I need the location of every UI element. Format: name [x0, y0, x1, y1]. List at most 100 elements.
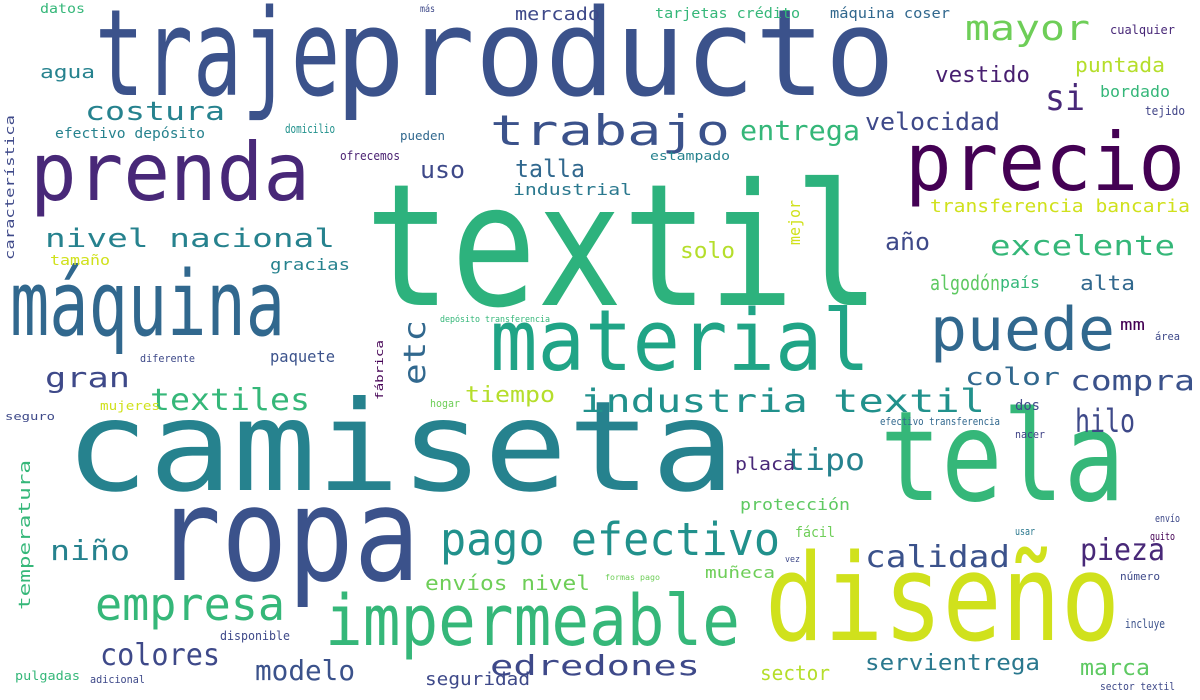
- word: mujeres: [100, 399, 160, 413]
- word: máquina coser: [830, 6, 950, 22]
- word: hogar: [430, 397, 460, 410]
- word: datos: [40, 2, 85, 17]
- word: impermeable: [325, 580, 740, 662]
- word: costura: [85, 97, 225, 127]
- word: estampado: [650, 149, 730, 163]
- word: vez: [785, 555, 800, 565]
- word: bordado: [1100, 82, 1170, 101]
- word: producto: [335, 0, 895, 124]
- word: envíos nivel: [425, 571, 590, 595]
- word: efectivo transferencia: [880, 415, 1000, 428]
- word: excelente: [990, 229, 1175, 262]
- word: paquete: [270, 347, 335, 366]
- word: tarjetas crédito: [655, 6, 800, 22]
- word: característica: [3, 115, 17, 260]
- word: vestido: [935, 63, 1030, 88]
- word: muñeca: [705, 563, 775, 582]
- word: incluye: [1125, 617, 1165, 631]
- word: industria textil: [580, 382, 985, 420]
- word: compra: [1070, 364, 1195, 397]
- word: usar: [1015, 525, 1035, 538]
- word: servientrega: [865, 651, 1040, 676]
- word: textil: [365, 148, 880, 346]
- word: talla: [515, 155, 585, 183]
- word: tipo: [785, 443, 865, 478]
- word: puntada: [1075, 53, 1165, 77]
- word: año: [885, 228, 930, 256]
- word: puede: [930, 295, 1115, 365]
- word: cualquier: [1110, 23, 1175, 37]
- word: seguro: [5, 410, 55, 423]
- word: sector textil: [1100, 680, 1175, 693]
- word: diseño: [765, 530, 1120, 669]
- word: pueden: [400, 129, 445, 143]
- word: mejor: [785, 200, 804, 245]
- word: pieza: [1080, 533, 1165, 568]
- word: depósito transferencia: [440, 314, 550, 325]
- word: pago efectivo: [440, 513, 780, 566]
- word: envío: [1155, 512, 1180, 525]
- word: textiles: [150, 383, 310, 418]
- word: quito: [1150, 530, 1175, 543]
- word: camiseta: [65, 375, 735, 520]
- word: empresa: [95, 578, 285, 631]
- word: modelo: [255, 654, 355, 687]
- word: máquina: [10, 252, 285, 357]
- word: precio: [905, 116, 1185, 209]
- word: gran: [45, 361, 130, 394]
- word: formas pago: [605, 573, 660, 582]
- word: color: [965, 363, 1060, 391]
- word: agua: [40, 62, 95, 83]
- word: transferencia bancaria: [930, 196, 1190, 217]
- word: ropa: [155, 459, 420, 611]
- word: algodón: [930, 271, 1000, 295]
- word: gracias: [270, 255, 350, 274]
- word: disponible: [220, 629, 290, 643]
- word: nivel nacional: [45, 224, 335, 254]
- word: protección: [740, 495, 850, 514]
- word: seguridad: [425, 669, 530, 690]
- word: sector: [760, 661, 830, 685]
- word: tiempo: [465, 383, 555, 408]
- word: industrial: [513, 180, 632, 199]
- word: domicilio: [285, 122, 335, 136]
- word: tamaño: [50, 253, 110, 269]
- word: traje: [95, 0, 340, 124]
- word: fácil: [795, 525, 835, 541]
- word: diferente: [140, 352, 195, 365]
- word: edredones: [490, 649, 700, 682]
- word: uso: [420, 156, 465, 184]
- word: mm: [1120, 315, 1145, 334]
- word: efectivo depósito: [55, 126, 205, 142]
- word: mayor: [965, 9, 1090, 49]
- word: entrega: [740, 114, 860, 147]
- word: hilo: [1075, 402, 1135, 440]
- word: tejido: [1145, 104, 1185, 118]
- word: si: [1045, 78, 1085, 119]
- word: marca: [1080, 656, 1150, 681]
- word: material: [490, 292, 870, 391]
- word: calidad: [865, 540, 1010, 575]
- word: nacer: [1015, 428, 1045, 441]
- word: solo: [680, 239, 735, 264]
- word: placa: [735, 454, 795, 475]
- word: dos: [1015, 398, 1040, 414]
- word: tela: [880, 385, 1125, 530]
- word: niño: [50, 534, 130, 567]
- word: prenda: [30, 126, 310, 219]
- word: trabajo: [490, 106, 730, 155]
- word: ofrecemos: [340, 149, 400, 163]
- word: número: [1120, 570, 1160, 583]
- word: más: [420, 3, 435, 15]
- word: pulgadas: [15, 669, 80, 683]
- word: país: [1000, 273, 1040, 292]
- word: fábrica: [373, 340, 386, 400]
- word: mercado: [515, 4, 600, 25]
- word: etc: [398, 320, 433, 385]
- word: alta: [1080, 271, 1135, 295]
- word: velocidad: [865, 108, 1000, 136]
- word: temperatura: [15, 460, 34, 610]
